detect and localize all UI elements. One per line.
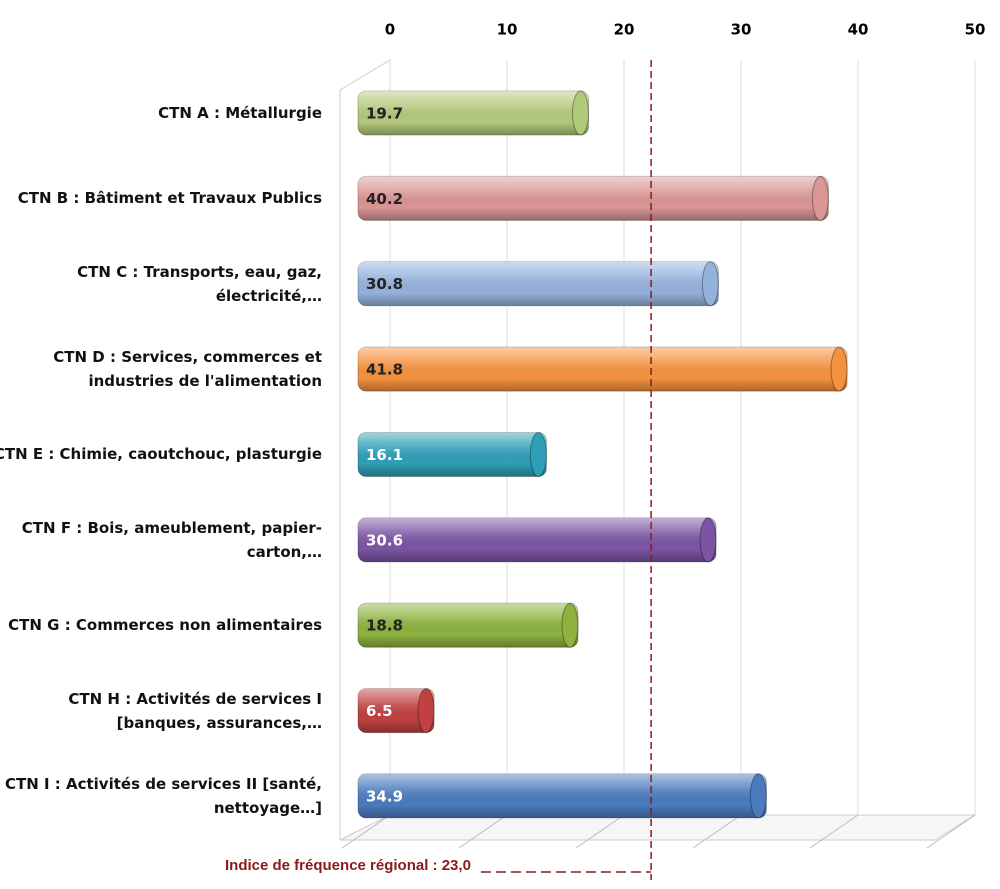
category-label: CTN D : Services, commerces et industrie… [53,348,322,391]
value-label: 18.8 [366,617,403,635]
bar-cap [811,175,829,221]
bar-shine [358,773,767,818]
category-label: CTN H : Activités de services I [banques… [68,689,322,732]
bar-shine [358,432,547,477]
value-label: 19.7 [366,105,403,123]
category-label: CTN C : Transports, eau, gaz, électricit… [77,262,322,305]
x-tick-label: 30 [731,21,752,39]
floor-line [458,814,508,849]
category-label: CTN G : Commerces non alimentaires [8,616,322,635]
category-label: CTN B : Bâtiment et Travaux Publics [17,189,322,208]
bar-shine [358,688,435,733]
reference-label: Indice de fréquence régional : 23,0 [225,857,471,874]
category-label: CTN F : Bois, ameublement, papier-carton… [21,518,322,561]
x-tick-label: 40 [848,21,869,39]
value-label: 30.8 [366,275,403,293]
floor-line [809,814,859,849]
bar-cap [699,517,717,563]
floor-line [926,814,976,849]
floor [339,814,977,841]
category-label: CTN E : Chimie, caoutchouc, plasturgie [0,445,322,464]
bar-shine [358,517,717,562]
floor-line [341,814,391,849]
floor-line [692,814,742,849]
x-tick-label: 50 [965,21,986,39]
bar-cap [561,602,579,648]
bar-cap [830,346,848,392]
category-label: CTN A : Métallurgie [158,104,322,122]
bar-shine [358,91,589,135]
x-tick-label: 20 [614,21,635,39]
bar-shine [358,261,719,306]
bar-cap [529,431,547,477]
bar-shine [358,347,848,392]
bar-cap [571,90,589,136]
bar-cap [417,688,435,734]
bar-cap [701,261,719,307]
value-label: 30.6 [366,531,403,549]
value-label: 6.5 [366,702,393,720]
value-label: 40.2 [366,190,403,208]
floor-line [575,814,625,849]
category-label: CTN I : Activités de services II [santé,… [4,774,322,817]
bar-shine [358,603,578,648]
bar-cap [749,773,767,819]
value-label: 41.8 [366,361,403,379]
value-label: 16.1 [366,446,403,464]
bar-shine [358,176,829,221]
x-tick-label: 10 [497,21,518,39]
value-label: 34.9 [366,787,403,805]
x-tick-label: 0 [385,21,395,39]
